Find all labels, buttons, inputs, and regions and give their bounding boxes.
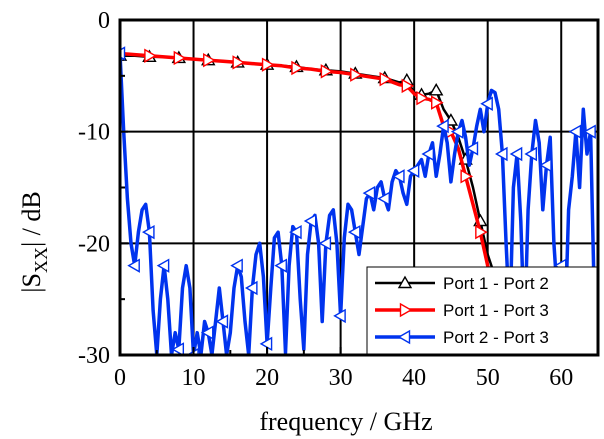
y-tick-label: 0: [98, 8, 110, 34]
y-axis-title: |SXX| / dB: [17, 191, 51, 292]
data-point: [524, 146, 538, 162]
data-point: [232, 55, 246, 70]
data-point: [416, 90, 429, 106]
data-point: [460, 169, 474, 184]
data-point: [350, 67, 363, 82]
legend-marker: [397, 329, 411, 345]
legend-marker: [397, 275, 413, 289]
legend: Port 1 - Port 2 Port 1 - Port 3 Port 2 - P…: [366, 266, 598, 355]
y-axis-title-tail: | / dB: [17, 191, 46, 247]
x-tick-label: 40: [402, 365, 426, 391]
series-layer: [120, 46, 598, 355]
legend-label: Port 1 - Port 3: [443, 301, 549, 320]
data-point: [362, 185, 376, 201]
data-point: [244, 280, 258, 296]
data-point: [431, 95, 444, 110]
x-tick-label: 0: [114, 365, 126, 391]
data-point: [509, 146, 523, 162]
data-point: [377, 191, 390, 206]
tick-labels: 0 10 20 30 40 50 60 0 -10 -20 -30: [78, 8, 573, 391]
y-tick-label: -30: [78, 343, 110, 369]
data-point: [142, 224, 155, 240]
data-point: [347, 224, 361, 240]
y-tick-label: -10: [78, 120, 110, 146]
data-point: [539, 157, 552, 173]
data-point: [274, 258, 287, 273]
data-point: [465, 141, 479, 156]
data-point: [436, 118, 449, 134]
data-point: [144, 48, 157, 63]
y-axis-title-subscript: XX: [31, 247, 51, 273]
data-point: [303, 213, 317, 229]
data-point: [318, 236, 332, 251]
y-tick-label: -20: [78, 231, 110, 257]
data-point: [173, 50, 187, 66]
data-point: [450, 124, 464, 139]
data-point: [291, 60, 304, 76]
series-port-2-port-3: [120, 46, 598, 355]
legend-item: Port 1 - Port 3: [375, 301, 549, 320]
data-point: [429, 82, 444, 96]
legend-item: Port 2 - Port 3: [375, 328, 549, 347]
data-point: [259, 336, 273, 352]
data-point: [289, 224, 302, 240]
data-point: [261, 57, 275, 72]
data-point: [203, 52, 216, 68]
y-axis-title-main: |S: [17, 273, 46, 293]
data-point: [200, 325, 214, 340]
x-tick-label: 20: [255, 365, 279, 391]
x-tick-label: 10: [182, 365, 206, 391]
x-tick-label: 60: [549, 365, 573, 391]
legend-item: Port 1 - Port 2: [375, 274, 549, 293]
x-tick-label: 30: [329, 365, 353, 391]
data-point: [171, 342, 185, 355]
data-point: [392, 169, 405, 184]
data-point: [230, 258, 243, 273]
x-axis-title: frequency / GHz: [259, 407, 432, 436]
data-point: [401, 78, 415, 94]
data-point: [127, 258, 140, 273]
data-point: [583, 124, 596, 139]
data-point: [215, 314, 229, 329]
legend-marker: [399, 302, 413, 318]
legend-label: Port 1 - Port 2: [443, 274, 549, 293]
data-point: [568, 124, 582, 139]
data-point: [480, 96, 493, 111]
data-point: [379, 71, 393, 87]
series-line: [120, 53, 598, 355]
data-point: [494, 146, 508, 162]
data-point: [475, 224, 488, 240]
data-point: [421, 146, 435, 162]
data-point: [320, 64, 334, 79]
data-point: [333, 308, 346, 324]
data-point: [406, 163, 420, 178]
x-tick-label: 50: [476, 365, 500, 391]
legend-label: Port 2 - Port 3: [443, 328, 549, 347]
data-point: [156, 258, 170, 273]
